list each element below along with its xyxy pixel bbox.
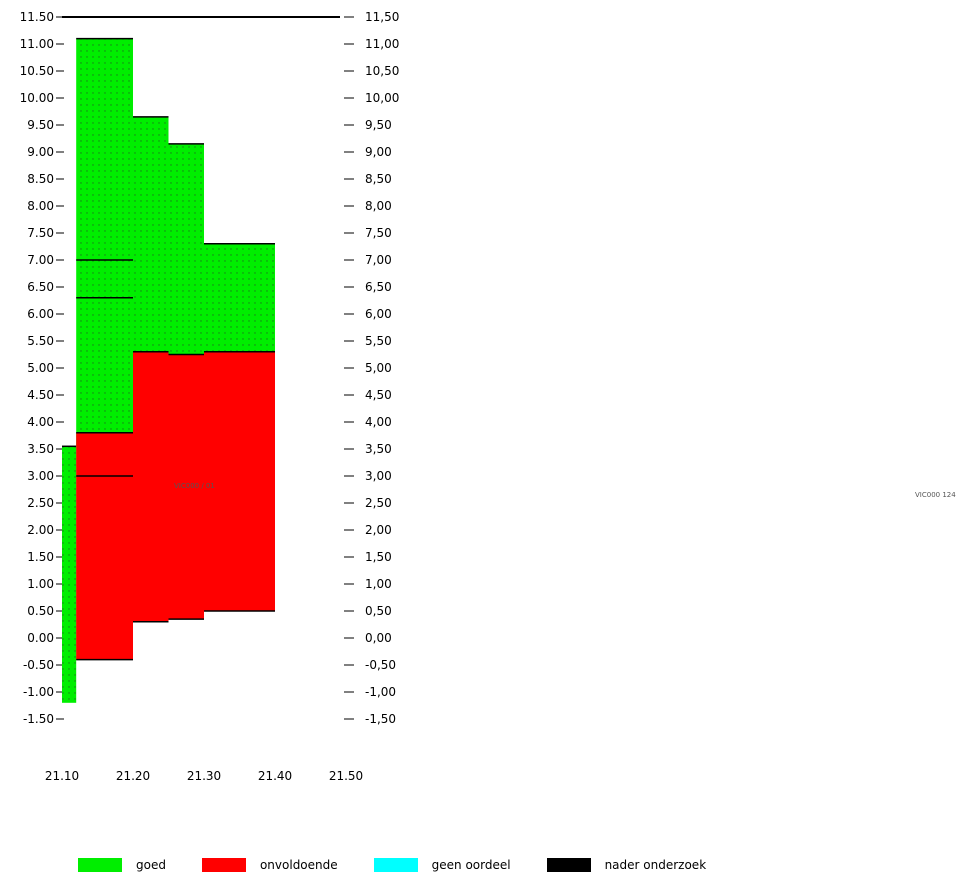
y-tick-label-right: 8,00 bbox=[365, 199, 392, 213]
legend: goed onvoldoende geen oordeel nader onde… bbox=[78, 858, 742, 872]
y-tick-label-left: 4.00 bbox=[27, 415, 54, 429]
legend-item-geen-oordeel: geen oordeel bbox=[373, 858, 511, 872]
y-tick-label-right: 7,00 bbox=[365, 253, 392, 267]
y-tick-label-right: 10,00 bbox=[365, 91, 399, 105]
y-tick-label-left: 8.00 bbox=[27, 199, 54, 213]
segment-onvoldoende bbox=[168, 354, 204, 620]
x-tick-label: 21.50 bbox=[329, 769, 363, 783]
y-tick-label-left: 6.50 bbox=[27, 280, 54, 294]
y-tick-label-right: 8,50 bbox=[365, 172, 392, 186]
y-tick-label-left: -1.00 bbox=[23, 685, 54, 699]
legend-item-goed: goed bbox=[78, 858, 166, 872]
y-tick-label-left: 5.50 bbox=[27, 334, 54, 348]
profile-areas bbox=[62, 37, 275, 703]
y-axis-left: 11.50 11.00 10.50 10.00 9.50 9.00 8.50 8.00 7.50… bbox=[20, 10, 64, 726]
y-tick-label-left: 9.00 bbox=[27, 145, 54, 159]
y-tick-label-left: 3.50 bbox=[27, 442, 54, 456]
legend-swatch-geen-oordeel bbox=[373, 858, 418, 872]
y-tick-label-right: -1,50 bbox=[365, 712, 396, 726]
y-tick-label-right: -1,00 bbox=[365, 685, 396, 699]
y-tick-label-right: 4,50 bbox=[365, 388, 392, 402]
y-tick-label-right: 5,00 bbox=[365, 361, 392, 375]
y-tick-label-right: 3,00 bbox=[365, 469, 392, 483]
y-tick-label-right: 5,50 bbox=[365, 334, 392, 348]
legend-label-goed: goed bbox=[136, 858, 166, 872]
legend-item-nader-onderzoek: nader onderzoek bbox=[546, 858, 707, 872]
y-tick-label-left: 10.00 bbox=[20, 91, 54, 105]
y-tick-label-left: 2.50 bbox=[27, 496, 54, 510]
y-tick-label-left: 1.00 bbox=[27, 577, 54, 591]
y-tick-label-left: 7.50 bbox=[27, 226, 54, 240]
y-tick-label-right: 9,50 bbox=[365, 118, 392, 132]
y-tick-label-right: 11,00 bbox=[365, 37, 399, 51]
legend-swatch-onvoldoende bbox=[201, 858, 246, 872]
y-tick-label-left: 5.00 bbox=[27, 361, 54, 375]
y-tick-label-left: -0.50 bbox=[23, 658, 54, 672]
y-tick-label-left: 0.50 bbox=[27, 604, 54, 618]
y-tick-label-right: 0,00 bbox=[365, 631, 392, 645]
legend-label-geen-oordeel: geen oordeel bbox=[431, 858, 511, 872]
y-tick-label-right: 7,50 bbox=[365, 226, 392, 240]
y-tick-label-left: 9.50 bbox=[27, 118, 54, 132]
y-tick-label-right: 2,00 bbox=[365, 523, 392, 537]
legend-label-onvoldoende: onvoldoende bbox=[259, 858, 338, 872]
center-label: VIC000 / 01 bbox=[174, 482, 215, 490]
x-tick-label: 21.30 bbox=[187, 769, 221, 783]
legend-label-nader-onderzoek: nader onderzoek bbox=[604, 858, 707, 872]
y-tick-label-left: 3.00 bbox=[27, 469, 54, 483]
x-tick-label: 21.10 bbox=[45, 769, 79, 783]
y-tick-label-right: 11,50 bbox=[365, 10, 399, 24]
y-tick-label-left: 7.00 bbox=[27, 253, 54, 267]
y-tick-label-right: 1,00 bbox=[365, 577, 392, 591]
x-tick-label: 21.20 bbox=[116, 769, 150, 783]
y-tick-label-left: 10.50 bbox=[20, 64, 54, 78]
x-tick-label: 21.40 bbox=[258, 769, 292, 783]
y-tick-label-left: 1.50 bbox=[27, 550, 54, 564]
y-tick-label-right: 3,50 bbox=[365, 442, 392, 456]
y-tick-label-right: 6,50 bbox=[365, 280, 392, 294]
y-tick-label-right: 1,50 bbox=[365, 550, 392, 564]
y-tick-label-left: 8.50 bbox=[27, 172, 54, 186]
x-axis: 21.10 21.20 21.30 21.40 21.50 bbox=[45, 769, 363, 783]
side-label: VIC000 124 bbox=[915, 491, 956, 499]
y-tick-label-left: -1.50 bbox=[23, 712, 54, 726]
y-tick-label-right: 4,00 bbox=[365, 415, 392, 429]
segment-onvoldoende bbox=[76, 432, 133, 660]
y-tick-label-left: 2.00 bbox=[27, 523, 54, 537]
y-tick-label-left: 0.00 bbox=[27, 631, 54, 645]
y-tick-label-right: 9,00 bbox=[365, 145, 392, 159]
segment-goed bbox=[62, 446, 77, 703]
y-tick-label-right: 6,00 bbox=[365, 307, 392, 321]
y-axis-right: 11,50 11,00 10,50 10,00 9,50 9,00 8,50 8,00 7,50… bbox=[344, 10, 399, 726]
segment-onvoldoende bbox=[204, 351, 275, 611]
y-tick-label-right: 10,50 bbox=[365, 64, 399, 78]
y-tick-label-left: 11.00 bbox=[20, 37, 54, 51]
legend-item-onvoldoende: onvoldoende bbox=[201, 858, 338, 872]
y-tick-label-left: 11.50 bbox=[20, 10, 54, 24]
y-tick-label-left: 6.00 bbox=[27, 307, 54, 321]
y-tick-label-right: 2,50 bbox=[365, 496, 392, 510]
legend-swatch-nader-onderzoek bbox=[546, 858, 591, 872]
y-tick-label-right: -0,50 bbox=[365, 658, 396, 672]
segment-onvoldoende bbox=[133, 351, 169, 622]
legend-swatch-goed bbox=[78, 858, 122, 872]
y-tick-label-left: 4.50 bbox=[27, 388, 54, 402]
y-tick-label-right: 0,50 bbox=[365, 604, 392, 618]
